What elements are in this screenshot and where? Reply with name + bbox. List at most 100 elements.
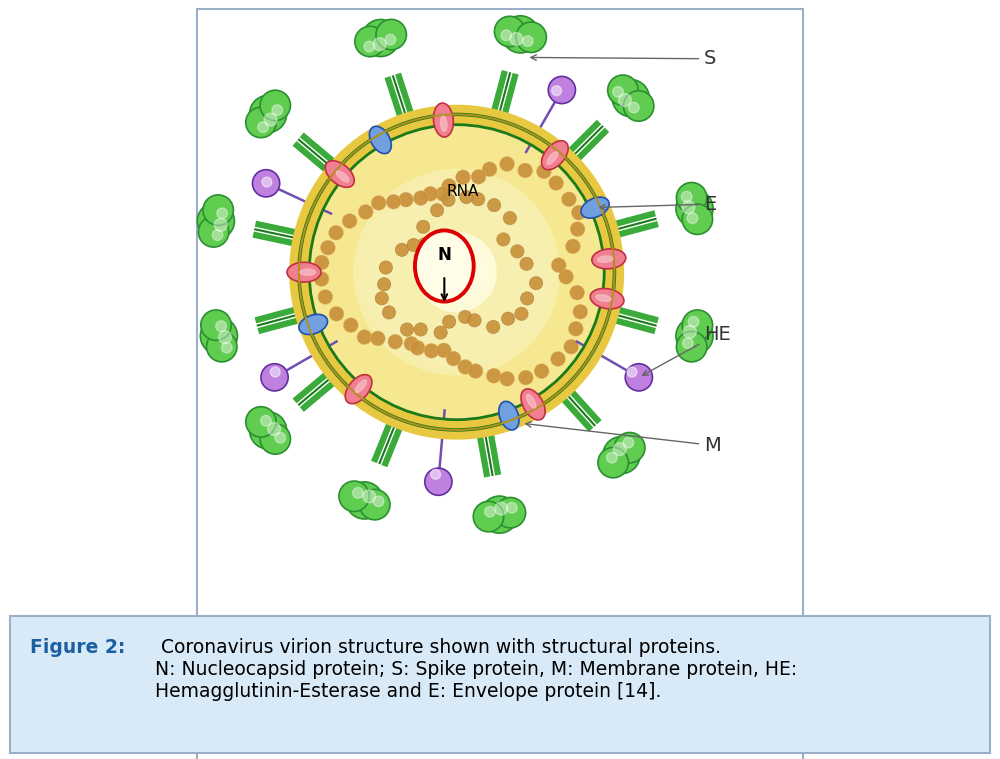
Circle shape	[307, 122, 607, 422]
Circle shape	[549, 175, 564, 191]
Circle shape	[320, 241, 335, 255]
Text: N: N	[437, 246, 451, 264]
Circle shape	[431, 469, 441, 479]
Circle shape	[510, 33, 523, 46]
Circle shape	[485, 506, 495, 517]
Circle shape	[362, 20, 399, 57]
Ellipse shape	[499, 402, 519, 430]
FancyBboxPatch shape	[197, 9, 803, 759]
Circle shape	[614, 433, 645, 463]
Circle shape	[425, 468, 452, 496]
Circle shape	[346, 162, 567, 383]
Ellipse shape	[581, 197, 609, 218]
Circle shape	[559, 269, 574, 284]
Circle shape	[551, 351, 565, 367]
Circle shape	[370, 185, 543, 359]
Ellipse shape	[299, 314, 328, 335]
Circle shape	[378, 194, 536, 351]
Circle shape	[250, 96, 287, 133]
Circle shape	[262, 177, 272, 187]
Circle shape	[377, 278, 391, 291]
Circle shape	[534, 364, 549, 379]
Circle shape	[628, 102, 639, 113]
Circle shape	[386, 201, 528, 343]
Circle shape	[386, 194, 401, 209]
Circle shape	[565, 239, 580, 254]
Circle shape	[608, 75, 638, 106]
Circle shape	[551, 258, 566, 272]
Circle shape	[343, 318, 358, 332]
Circle shape	[252, 170, 280, 197]
Circle shape	[314, 272, 329, 286]
Ellipse shape	[433, 103, 453, 137]
Circle shape	[385, 34, 396, 45]
Circle shape	[401, 217, 512, 327]
Circle shape	[683, 326, 696, 339]
Circle shape	[414, 323, 427, 336]
Circle shape	[329, 225, 343, 240]
Circle shape	[246, 107, 276, 137]
Circle shape	[258, 121, 268, 133]
Circle shape	[201, 310, 231, 340]
Ellipse shape	[521, 389, 545, 420]
Circle shape	[354, 170, 559, 375]
Circle shape	[623, 437, 634, 448]
Circle shape	[382, 306, 396, 319]
Circle shape	[436, 343, 451, 357]
Circle shape	[481, 496, 518, 533]
Circle shape	[260, 424, 290, 454]
Circle shape	[388, 334, 403, 349]
Circle shape	[460, 191, 473, 203]
Circle shape	[536, 164, 551, 179]
Circle shape	[613, 87, 623, 97]
Ellipse shape	[597, 256, 613, 263]
Circle shape	[564, 339, 579, 354]
Circle shape	[203, 195, 233, 225]
Circle shape	[329, 307, 344, 321]
Circle shape	[375, 291, 389, 305]
Circle shape	[500, 156, 514, 172]
Circle shape	[371, 196, 386, 210]
Circle shape	[275, 433, 286, 443]
Circle shape	[346, 482, 383, 519]
Circle shape	[676, 182, 707, 213]
Circle shape	[376, 20, 406, 50]
Text: M: M	[526, 421, 721, 455]
Circle shape	[314, 255, 329, 270]
Circle shape	[218, 331, 231, 344]
Circle shape	[418, 238, 431, 251]
Circle shape	[676, 190, 713, 227]
Circle shape	[520, 257, 533, 270]
Circle shape	[495, 497, 526, 528]
Circle shape	[358, 204, 373, 219]
Circle shape	[221, 342, 232, 353]
Circle shape	[449, 264, 465, 280]
Circle shape	[270, 367, 280, 377]
Ellipse shape	[547, 152, 558, 164]
Circle shape	[353, 487, 363, 498]
Circle shape	[446, 351, 461, 366]
Text: E: E	[600, 194, 716, 213]
Circle shape	[364, 41, 375, 52]
Circle shape	[410, 340, 425, 355]
Circle shape	[299, 115, 614, 430]
Circle shape	[331, 146, 583, 398]
Circle shape	[413, 191, 428, 206]
Ellipse shape	[441, 116, 447, 131]
Circle shape	[362, 178, 551, 367]
Circle shape	[486, 368, 501, 383]
Circle shape	[357, 329, 372, 345]
Circle shape	[507, 502, 517, 513]
Circle shape	[456, 170, 470, 184]
Circle shape	[394, 209, 520, 335]
Text: Coronavirus virion structure shown with structural proteins.
N: Nucleocapsid pro: Coronavirus virion structure shown with …	[155, 638, 797, 701]
Circle shape	[598, 447, 628, 478]
Circle shape	[373, 38, 386, 51]
Circle shape	[458, 360, 473, 374]
Circle shape	[573, 304, 588, 320]
Circle shape	[217, 208, 228, 219]
Circle shape	[424, 343, 439, 358]
Circle shape	[261, 364, 288, 391]
Circle shape	[681, 191, 692, 202]
Circle shape	[268, 423, 281, 436]
